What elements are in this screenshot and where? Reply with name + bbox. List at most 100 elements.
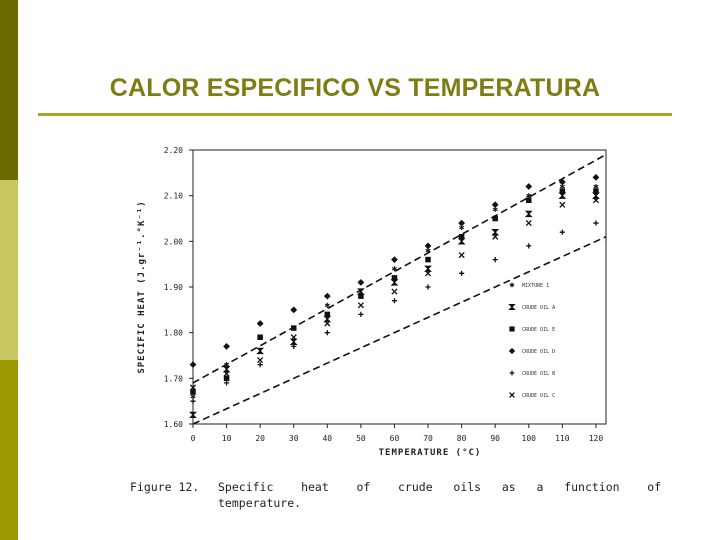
hourglass-marker (289, 338, 298, 345)
x-marker (324, 320, 331, 327)
diamond-marker (424, 242, 432, 250)
x-marker (391, 288, 398, 295)
diamond-marker (223, 342, 230, 350)
side-bar-top (0, 0, 18, 180)
diamond-marker (508, 347, 516, 355)
legend-entry: CRUDE OIL D (522, 349, 555, 355)
y-tick-label: 2.00 (164, 237, 183, 246)
y-axis: 1.60 1.70 1.80 1.90 2.00 2.10 2.20 (164, 146, 193, 429)
x-marker (525, 220, 532, 227)
legend-entry: MIXTURE 1 (522, 283, 549, 289)
diamond-marker (290, 306, 298, 314)
x-tick-label: 60 (390, 434, 400, 443)
x-tick-label: 90 (490, 434, 500, 443)
bound-lines (192, 153, 607, 425)
asterisk-marker (526, 193, 532, 199)
hourglass-marker (524, 210, 533, 218)
square-marker (290, 325, 297, 331)
y-axis-title: SPECIFIC HEAT (J.gr⁻¹.°K⁻¹) (137, 200, 147, 373)
hourglass-marker (491, 229, 500, 236)
x-marker (458, 251, 465, 259)
plus-marker (324, 330, 330, 336)
square-marker (324, 311, 331, 318)
x-marker (592, 197, 599, 204)
x-marker (290, 334, 297, 341)
x-tick-label: 0 (191, 434, 196, 443)
x-marker (492, 233, 499, 240)
x-marker (424, 270, 432, 277)
x-tick-label: 70 (423, 434, 433, 443)
y-tick-label: 2.20 (164, 146, 183, 155)
square-marker (458, 234, 465, 240)
legend: MIXTURE 1 CRUDE OIL A CRUDE OIL E CRUDE OIL… (508, 282, 555, 399)
diamond-marker (189, 361, 197, 369)
x-tick-label: 80 (457, 434, 467, 443)
diamond-marker (592, 174, 600, 181)
diamond-marker (525, 183, 533, 190)
x-marker (257, 357, 264, 364)
diamond-marker (558, 178, 566, 186)
plus-marker (291, 343, 297, 349)
diamond-marker (458, 219, 465, 227)
diamond-marker (357, 279, 365, 286)
x-marker (189, 384, 197, 391)
square-marker (593, 188, 599, 194)
hourglass-marker (424, 265, 432, 272)
asterisk-marker (593, 183, 599, 190)
data-points (189, 174, 600, 419)
diamond-marker (323, 292, 331, 300)
legend-entry: CRUDE OIL A (522, 305, 555, 311)
x-axis: 0 10 20 30 40 50 60 70 80 90 100 110 120 (191, 424, 604, 443)
x-marker (357, 302, 364, 309)
plus-marker (559, 229, 565, 235)
plus-marker (492, 257, 498, 263)
asterisk-marker (391, 266, 397, 272)
diamond-marker (491, 201, 499, 209)
x-tick-label: 40 (322, 434, 332, 443)
square-marker (223, 375, 230, 382)
slide-title: CALOR ESPECIFICO VS TEMPERATURA (109, 74, 601, 102)
diamond-marker (391, 256, 398, 263)
x-tick-label: 120 (589, 434, 604, 443)
hourglass-marker (508, 304, 516, 310)
bound-line (192, 153, 607, 384)
plus-marker (223, 380, 230, 386)
hourglass-marker (256, 347, 265, 355)
legend-entry: CRUDE OIL B (522, 371, 555, 377)
plus-marker (425, 284, 431, 290)
hourglass-marker (189, 411, 197, 419)
x-tick-label: 10 (222, 434, 232, 443)
diamond-marker (256, 320, 264, 327)
x-tick-label: 20 (255, 434, 265, 443)
y-tick-label: 2.10 (164, 192, 183, 201)
figure-caption-line2: temperature. (218, 496, 302, 510)
x-tick-label: 110 (555, 434, 570, 443)
square-marker (358, 293, 364, 299)
square-marker (559, 188, 566, 194)
square-marker (492, 215, 498, 222)
side-bar-middle (0, 180, 18, 360)
square-marker (190, 389, 196, 395)
square-marker (509, 326, 515, 332)
square-marker (526, 197, 532, 203)
plus-marker (459, 270, 465, 276)
y-tick-label: 1.80 (164, 329, 183, 338)
plus-marker (391, 298, 398, 304)
y-tick-label: 1.90 (164, 283, 183, 292)
asterisk-marker (324, 302, 330, 308)
square-marker (425, 256, 431, 263)
x-tick-label: 30 (289, 434, 299, 443)
asterisk-marker (509, 282, 515, 288)
plus-marker (593, 220, 599, 226)
figure-caption-line1: Specific heat of crude oils as a functio… (218, 480, 662, 494)
bound-line (192, 236, 607, 425)
legend-entry: CRUDE OIL C (522, 393, 555, 399)
square-marker (257, 334, 263, 340)
plus-marker (509, 370, 515, 376)
x-tick-label: 50 (356, 434, 366, 443)
x-marker (559, 201, 566, 208)
y-tick-label: 1.60 (164, 420, 183, 429)
plus-marker (190, 398, 196, 404)
plus-marker (358, 311, 364, 317)
